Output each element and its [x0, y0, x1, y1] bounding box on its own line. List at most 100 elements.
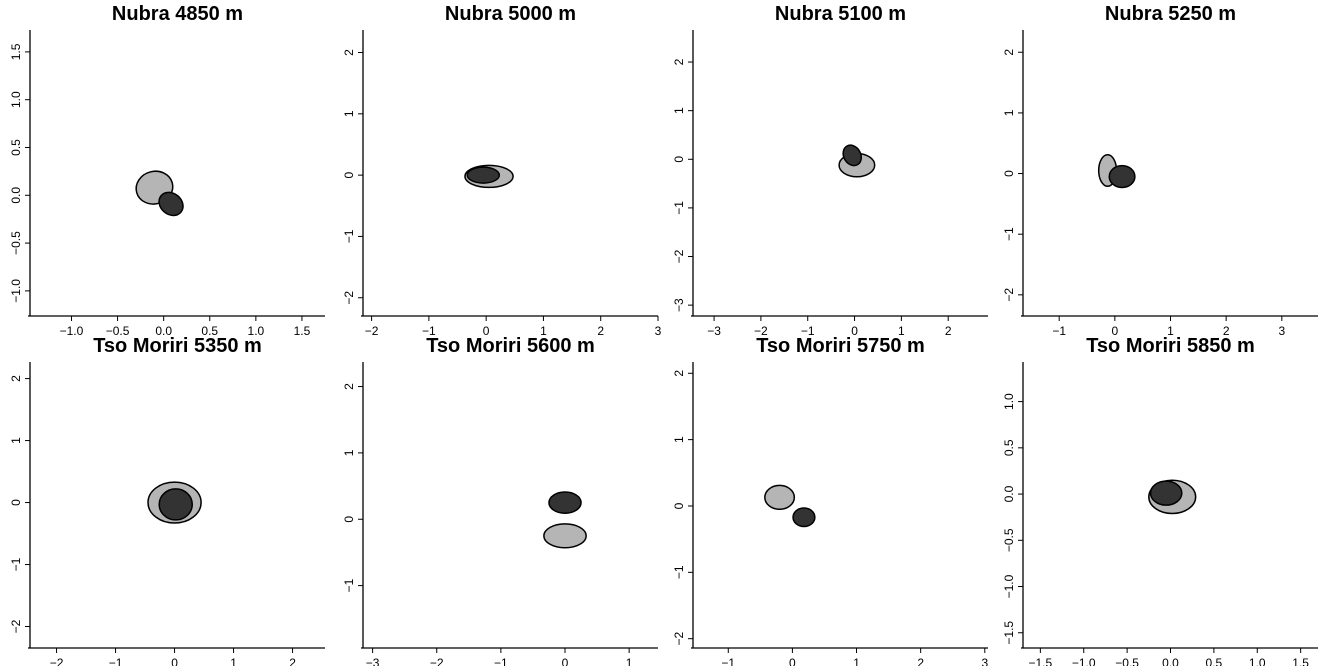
- y-tick-label: 2: [342, 383, 356, 390]
- y-tick-label: −1.5: [1002, 621, 1016, 645]
- y-tick-label: −2: [342, 291, 356, 305]
- y-tick-label: −2: [9, 619, 23, 633]
- y-tick-label: −0.5: [9, 231, 23, 255]
- x-tick-label: 1.0: [1249, 656, 1266, 666]
- y-tick-label: 2: [9, 375, 23, 382]
- x-tick-label: −2: [50, 656, 64, 666]
- y-tick-label: −1: [672, 565, 686, 579]
- y-tick-label: −1: [672, 201, 686, 215]
- x-tick-label: 2: [917, 656, 924, 666]
- y-tick-label: 2: [672, 58, 686, 65]
- panel-3: Nubra 5100 m −3 −2 −1 0 1 2 −3 −2 −1 0 1 2: [672, 3, 988, 338]
- panel-title: Nubra 4850 m: [112, 3, 243, 25]
- x-tick-label: −2: [754, 324, 768, 338]
- x-tick-label: 3: [655, 324, 662, 338]
- y-tick-label: 1: [9, 437, 23, 444]
- panel-4: Nubra 5250 m −1 0 1 2 3 −2 −1 0 1 2: [1002, 3, 1318, 338]
- y-tick-label: 0: [672, 156, 686, 163]
- x-tick-label: 1: [1167, 324, 1174, 338]
- x-tick-label: −1: [721, 656, 735, 666]
- y-tick-label: 0.0: [9, 187, 23, 204]
- y-tick-label: −1: [9, 557, 23, 571]
- x-tick-label: −3: [366, 656, 380, 666]
- x-tick-label: 0.0: [155, 324, 172, 338]
- y-tick-label: 1: [342, 449, 356, 456]
- y-tick-label: 0: [342, 516, 356, 523]
- x-tick-label: −1: [109, 656, 123, 666]
- y-tick-label: 0: [9, 499, 23, 506]
- x-tick-label: −0.5: [106, 324, 130, 338]
- x-tick-label: 3: [981, 656, 988, 666]
- panel-1: Nubra 4850 m −1.0 −0.5 0.0 0.5 1.0 1.5 −1.0 −0.5…: [9, 3, 325, 338]
- ellipse-dark-group: [792, 507, 816, 528]
- y-tick-label: −1: [342, 229, 356, 243]
- ellipse-dark-group: [466, 166, 501, 184]
- y-tick-label: 2: [342, 49, 356, 56]
- x-tick-label: 0: [851, 324, 858, 338]
- y-tick-label: 0.5: [1002, 439, 1016, 456]
- ellipse-dark-group: [548, 491, 582, 515]
- ellipse-dark-group: [842, 144, 863, 167]
- y-tick-label: −3: [672, 298, 686, 312]
- x-tick-label: 0.5: [201, 324, 218, 338]
- x-tick-label: 2: [597, 324, 604, 338]
- x-tick-label: −1: [1052, 324, 1066, 338]
- panel-6: Tso Moriri 5600 m −3 −2 −1 0 1 −1 0 1 2: [342, 335, 658, 666]
- x-tick-label: −3: [707, 324, 721, 338]
- x-tick-label: 1.5: [1292, 656, 1309, 666]
- x-tick-label: −1: [801, 324, 815, 338]
- panel-title: Tso Moriri 5750 m: [756, 335, 925, 357]
- y-tick-label: −1: [1002, 227, 1016, 241]
- x-tick-label: 1: [540, 324, 547, 338]
- y-tick-label: 0: [342, 171, 356, 178]
- x-tick-label: 0: [171, 656, 178, 666]
- x-tick-label: −0.5: [1115, 656, 1139, 666]
- panel-title: Nubra 5250 m: [1105, 3, 1236, 25]
- x-tick-label: −2: [365, 324, 379, 338]
- y-tick-label: −1.0: [9, 279, 23, 303]
- y-tick-label: 0.0: [1002, 485, 1016, 502]
- y-tick-label: 1.0: [9, 91, 23, 108]
- x-tick-label: −1.0: [60, 324, 84, 338]
- ellipse-dark-group: [1149, 480, 1183, 506]
- ellipse-dark-group: [1108, 164, 1136, 189]
- panel-title: Tso Moriri 5850 m: [1086, 335, 1255, 357]
- x-tick-label: 1: [853, 656, 860, 666]
- y-tick-label: 0: [1002, 170, 1016, 177]
- y-tick-label: 2: [1002, 49, 1016, 56]
- ellipse-light-group: [764, 484, 796, 511]
- x-tick-label: −2: [430, 656, 444, 666]
- x-tick-label: −1: [494, 656, 508, 666]
- panel-title: Tso Moriri 5600 m: [426, 335, 595, 357]
- y-tick-label: 1.0: [1002, 393, 1016, 410]
- y-tick-label: 0.5: [9, 139, 23, 156]
- y-tick-label: −1: [342, 578, 356, 592]
- x-tick-label: 2: [289, 656, 296, 666]
- y-tick-label: −1.0: [1002, 574, 1016, 598]
- panel-2: Nubra 5000 m −2 −1 0 1 2 3 −2 −1 0 1 2: [342, 3, 662, 338]
- y-tick-label: 1: [672, 107, 686, 114]
- y-tick-label: −2: [672, 632, 686, 646]
- y-tick-label: 0: [672, 502, 686, 509]
- ellipse-dark-group: [158, 488, 193, 521]
- y-tick-label: −0.5: [1002, 528, 1016, 552]
- x-tick-label: 3: [1278, 324, 1285, 338]
- panel-title: Nubra 5100 m: [775, 3, 906, 25]
- y-tick-label: −2: [1002, 288, 1016, 302]
- x-tick-label: −1.5: [1029, 656, 1053, 666]
- x-tick-label: 0: [562, 656, 569, 666]
- x-tick-label: 1.0: [248, 324, 265, 338]
- x-tick-label: 2: [945, 324, 952, 338]
- x-tick-label: 1: [230, 656, 237, 666]
- x-tick-label: 0.0: [1162, 656, 1179, 666]
- x-tick-label: 1.5: [294, 324, 311, 338]
- y-tick-label: 2: [672, 370, 686, 377]
- ellipse-light-group: [543, 523, 587, 549]
- panel-title: Nubra 5000 m: [445, 3, 576, 25]
- x-tick-label: 0: [483, 324, 490, 338]
- x-tick-label: −1: [422, 324, 436, 338]
- y-tick-label: 1: [342, 110, 356, 117]
- y-tick-label: 1.5: [9, 43, 23, 60]
- x-tick-label: −1.0: [1072, 656, 1096, 666]
